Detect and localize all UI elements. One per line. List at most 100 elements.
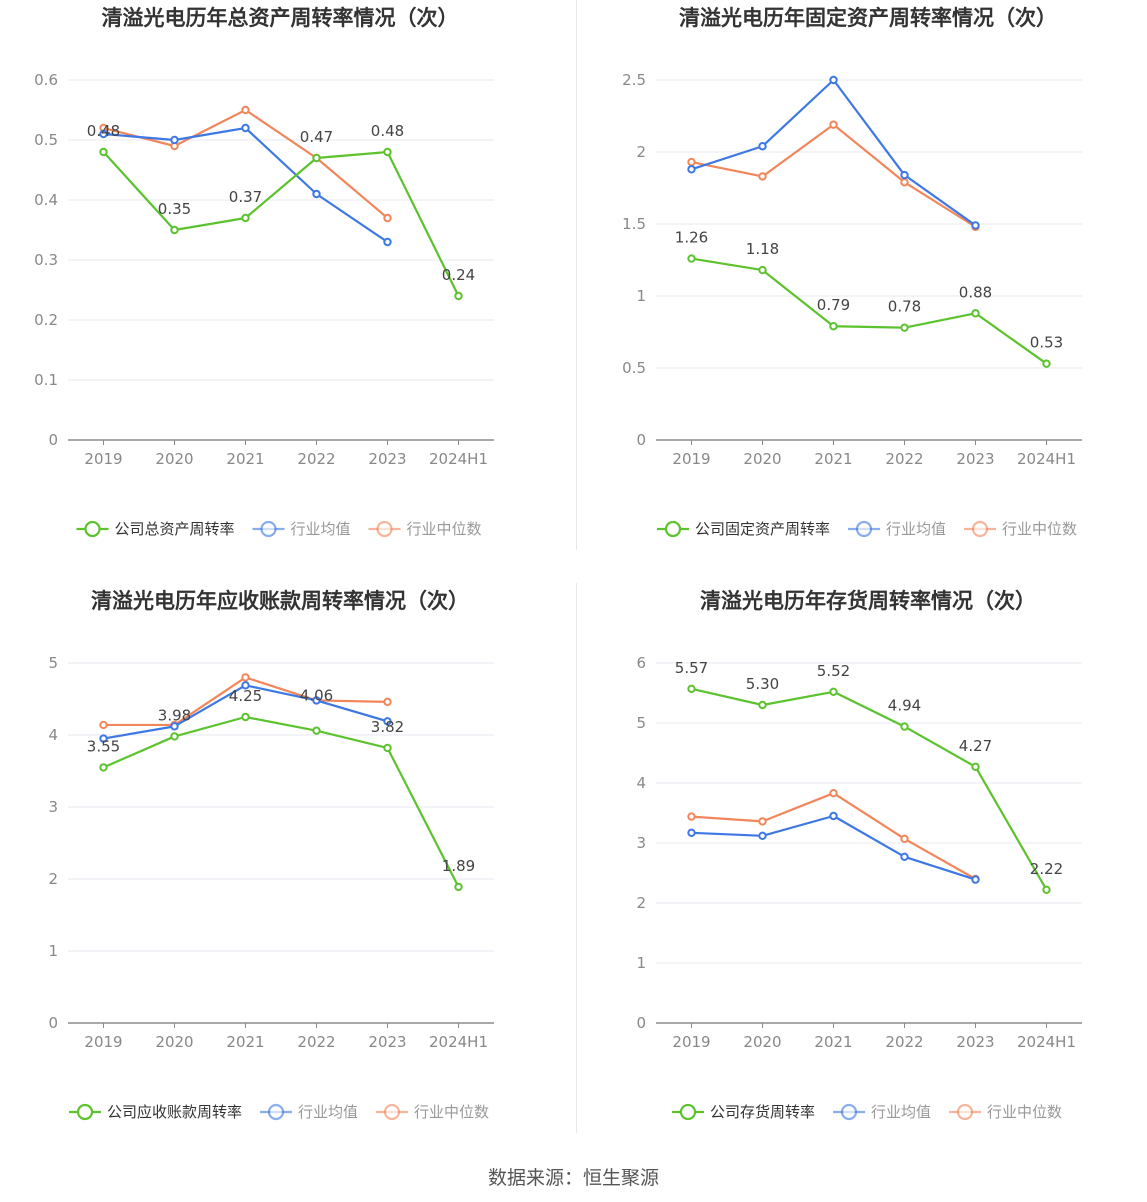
legend-marker: [376, 520, 393, 538]
data-label: 3.55: [87, 737, 120, 755]
data-label: 0.37: [229, 188, 262, 206]
data-point-median: [383, 697, 392, 707]
legend-label: 行业中位数: [407, 520, 482, 538]
y-tick-label: 2.5: [622, 71, 646, 89]
data-label: 1.89: [442, 857, 475, 875]
data-point-median: [829, 120, 838, 129]
legend-marker: [260, 520, 277, 538]
data-point-company: [1042, 885, 1051, 894]
series-line-avg: [103, 126, 389, 243]
legend-item-company: 公司总资产周转率: [76, 520, 235, 538]
data-point-median: [383, 213, 392, 223]
data-point-median: [758, 172, 767, 181]
series-line-company: [102, 150, 460, 297]
data-label: 0.48: [87, 122, 120, 140]
data-point-company: [687, 254, 696, 263]
data-point-company: [312, 726, 321, 735]
data-source-text: 数据来源：恒生聚源: [487, 1167, 659, 1189]
y-tick-label: 0.6: [34, 71, 58, 89]
legend-label: 公司固定资产周转率: [695, 520, 830, 538]
data-point-avg: [99, 734, 108, 743]
y-tick-label: 2: [48, 870, 58, 888]
legend-item-company: 公司存货周转率: [672, 1103, 815, 1121]
y-tick-label: 2: [636, 143, 646, 161]
divider-top: [576, 0, 577, 550]
x-tick-label: 2024H1: [1017, 450, 1076, 468]
data-point-company: [170, 225, 179, 235]
legend-marker: [840, 1103, 858, 1121]
legend-label: 行业中位数: [414, 1103, 489, 1121]
legend-marker: [956, 1103, 974, 1121]
data-point-median: [99, 720, 108, 730]
data-point-avg: [758, 142, 767, 151]
x-tick-label: 2021: [814, 450, 852, 468]
data-label: 5.30: [746, 675, 779, 693]
chart-title: 清溢光电历年固定资产周转率情况（次）: [679, 6, 1057, 30]
data-point-company: [758, 265, 767, 275]
data-point-company: [99, 763, 108, 772]
series-line-avg: [691, 78, 977, 227]
legend-label: 公司应收账款周转率: [107, 1103, 242, 1121]
data-label: 4.25: [229, 687, 262, 705]
data-label: 0.53: [1030, 334, 1063, 352]
data-point-avg: [900, 170, 909, 180]
y-tick-label: 3: [636, 834, 646, 852]
data-point-avg: [312, 189, 321, 199]
legend-item-median: 行业中位数: [964, 520, 1077, 538]
x-tick-label: 2020: [743, 450, 781, 468]
data-label: 4.27: [959, 737, 992, 755]
data-point-company: [241, 213, 250, 223]
legend-marker: [855, 520, 873, 538]
x-tick-label: 2022: [885, 450, 923, 468]
data-point-company: [383, 147, 392, 157]
chart-svg: 清溢光电历年应收账款周转率情况（次） 0 1 2 3 4 5 2019 2020 2021 2022…: [48, 589, 494, 1121]
data-label: 0.35: [158, 200, 191, 218]
x-tick-label: 2023: [368, 450, 406, 468]
series-line-company: [691, 257, 1048, 365]
data-point-median: [900, 178, 909, 187]
x-tick-label: 2022: [297, 450, 335, 468]
data-point-company: [312, 153, 321, 163]
x-tick-label: 2020: [155, 1033, 193, 1051]
data-point-company: [829, 322, 838, 331]
y-tick-label: 0.5: [34, 131, 58, 149]
data-label: 3.98: [158, 706, 191, 724]
y-tick-label: 5: [636, 714, 646, 732]
chart-svg: 清溢光电历年存货周转率情况（次） 0 1 2 3 4 5 6 2019 2020 2021 2022 2…: [636, 589, 1082, 1121]
y-tick-label: 0: [636, 1014, 646, 1032]
x-tick-label: 2019: [84, 450, 122, 468]
legend-item-avg: 行业均值: [252, 520, 351, 538]
data-point-avg: [829, 811, 838, 821]
legend-item-avg: 行业均值: [833, 1103, 931, 1121]
data-point-median: [241, 105, 250, 115]
data-point-avg: [170, 135, 179, 145]
y-tick-label: 2: [636, 894, 646, 912]
data-point-company: [687, 684, 696, 694]
data-point-avg: [687, 828, 696, 838]
data-point-avg: [99, 129, 108, 139]
data-label: 3.82: [371, 718, 404, 736]
x-tick-label: 2021: [226, 1033, 264, 1051]
data-label: 0.79: [817, 296, 850, 314]
data-point-company: [1042, 359, 1051, 368]
legend-marker: [679, 1103, 697, 1121]
legend-item-median: 行业中位数: [376, 1103, 489, 1121]
data-point-median: [241, 673, 250, 682]
x-tick-label: 2023: [956, 1033, 994, 1051]
data-label: 4.94: [888, 697, 921, 715]
data-label: 2.22: [1030, 860, 1063, 878]
y-tick-label: 6: [636, 654, 646, 672]
x-tick-label: 2020: [743, 1033, 781, 1051]
x-tick-label: 2024H1: [429, 1033, 488, 1051]
chart-inventory-turnover: 清溢光电历年存货周转率情况（次） 0 1 2 3 4 5 6 2019 2020 2021 2022 2…: [588, 583, 1147, 1143]
series-line-median: [691, 123, 977, 228]
x-tick-label: 2024H1: [429, 450, 488, 468]
legend-item-median: 行业中位数: [949, 1103, 1062, 1121]
y-tick-label: 0.1: [34, 371, 58, 389]
data-point-avg: [383, 717, 392, 726]
legend-marker: [383, 1103, 401, 1121]
data-point-company: [900, 722, 909, 731]
y-tick-label: 4: [636, 774, 646, 792]
x-tick-label: 2019: [84, 1033, 122, 1051]
data-point-avg: [312, 696, 321, 705]
